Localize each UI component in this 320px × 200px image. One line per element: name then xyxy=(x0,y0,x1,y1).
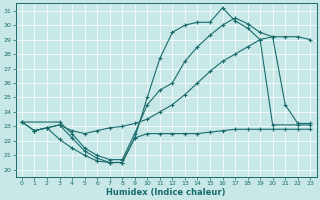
X-axis label: Humidex (Indice chaleur): Humidex (Indice chaleur) xyxy=(106,188,226,197)
